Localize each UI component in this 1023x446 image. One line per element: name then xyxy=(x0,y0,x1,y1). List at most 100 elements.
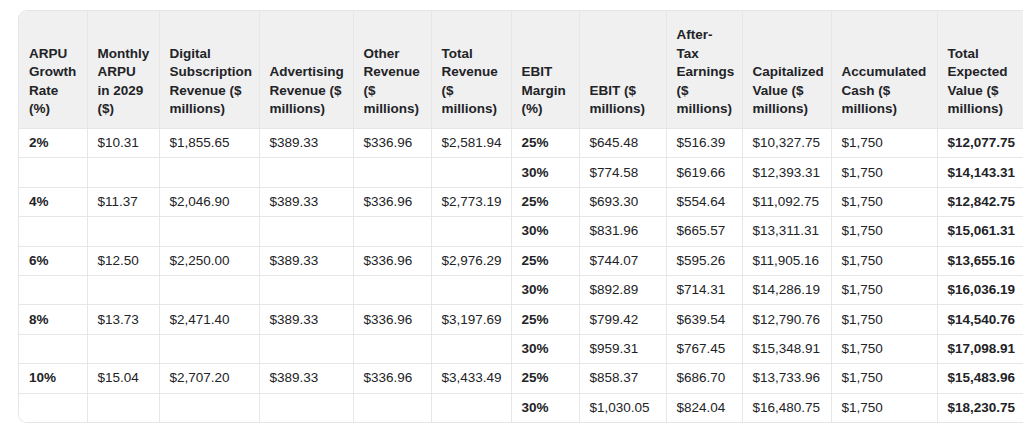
table-cell-ebit: $645.48 xyxy=(579,129,666,158)
table-cell-monthly-arpu-2029 xyxy=(87,334,159,363)
table-cell-total-revenue xyxy=(431,393,511,422)
table-header: ARPU Growth Rate (%)Monthly ARPU in 2029… xyxy=(19,11,1023,129)
table-cell-advertising-revenue xyxy=(259,217,353,246)
column-header-capitalized-value: Capitalized Value ($ millions) xyxy=(742,11,831,129)
table-cell-total-revenue: $2,976.29 xyxy=(431,246,511,275)
table-cell-digital-subscription-revenue xyxy=(159,217,259,246)
sensitivity-table-container: ARPU Growth Rate (%)Monthly ARPU in 2029… xyxy=(18,10,1023,423)
table-cell-accumulated-cash: $1,750 xyxy=(831,158,937,187)
table-cell-after-tax-earnings: $824.04 xyxy=(666,393,742,422)
table-cell-accumulated-cash: $1,750 xyxy=(831,334,937,363)
table-cell-capitalized-value: $16,480.75 xyxy=(742,393,831,422)
table-cell-after-tax-earnings: $767.45 xyxy=(666,334,742,363)
table-cell-arpu-growth-rate xyxy=(19,275,87,304)
table-cell-after-tax-earnings: $516.39 xyxy=(666,129,742,158)
table-cell-arpu-growth-rate xyxy=(19,334,87,363)
table-cell-monthly-arpu-2029 xyxy=(87,275,159,304)
table-cell-advertising-revenue xyxy=(259,334,353,363)
table-row: 4%$11.37$2,046.90$389.33$336.96$2,773.19… xyxy=(19,187,1023,216)
sensitivity-table: ARPU Growth Rate (%)Monthly ARPU in 2029… xyxy=(19,11,1023,422)
table-cell-capitalized-value: $11,092.75 xyxy=(742,187,831,216)
table-cell-monthly-arpu-2029: $13.73 xyxy=(87,305,159,334)
table-cell-digital-subscription-revenue: $2,046.90 xyxy=(159,187,259,216)
column-header-monthly-arpu-2029: Monthly ARPU in 2029 ($) xyxy=(87,11,159,129)
table-cell-ebit-margin: 30% xyxy=(511,158,579,187)
table-cell-capitalized-value: $10,327.75 xyxy=(742,129,831,158)
table-cell-arpu-growth-rate: 2% xyxy=(19,129,87,158)
table-row: 30%$959.31$767.45$15,348.91$1,750$17,098… xyxy=(19,334,1023,363)
column-header-total-expected-value: Total Expected Value ($ millions) xyxy=(937,11,1023,129)
table-cell-advertising-revenue: $389.33 xyxy=(259,364,353,393)
table-cell-monthly-arpu-2029: $15.04 xyxy=(87,364,159,393)
table-cell-ebit: $799.42 xyxy=(579,305,666,334)
table-cell-accumulated-cash: $1,750 xyxy=(831,217,937,246)
table-cell-accumulated-cash: $1,750 xyxy=(831,129,937,158)
table-header-row: ARPU Growth Rate (%)Monthly ARPU in 2029… xyxy=(19,11,1023,129)
table-cell-advertising-revenue: $389.33 xyxy=(259,246,353,275)
table-cell-accumulated-cash: $1,750 xyxy=(831,305,937,334)
table-cell-ebit: $831.96 xyxy=(579,217,666,246)
table-cell-ebit-margin: 30% xyxy=(511,334,579,363)
table-cell-digital-subscription-revenue xyxy=(159,393,259,422)
table-cell-total-expected-value: $16,036.19 xyxy=(937,275,1023,304)
column-header-after-tax-earnings: After-Tax Earnings ($ millions) xyxy=(666,11,742,129)
table-cell-after-tax-earnings: $665.57 xyxy=(666,217,742,246)
column-header-ebit: EBIT ($ millions) xyxy=(579,11,666,129)
table-cell-total-revenue xyxy=(431,158,511,187)
table-row: 2%$10.31$1,855.65$389.33$336.96$2,581.94… xyxy=(19,129,1023,158)
table-cell-after-tax-earnings: $554.64 xyxy=(666,187,742,216)
table-cell-total-revenue: $3,433.49 xyxy=(431,364,511,393)
table-cell-capitalized-value: $13,733.96 xyxy=(742,364,831,393)
table-row: 30%$892.89$714.31$14,286.19$1,750$16,036… xyxy=(19,275,1023,304)
table-cell-advertising-revenue: $389.33 xyxy=(259,187,353,216)
table-cell-ebit-margin: 25% xyxy=(511,246,579,275)
table-cell-total-revenue xyxy=(431,334,511,363)
table-row: 8%$13.73$2,471.40$389.33$336.96$3,197.69… xyxy=(19,305,1023,334)
table-cell-total-expected-value: $14,540.76 xyxy=(937,305,1023,334)
table-cell-other-revenue xyxy=(353,334,431,363)
table-cell-other-revenue xyxy=(353,275,431,304)
table-cell-advertising-revenue xyxy=(259,275,353,304)
table-cell-arpu-growth-rate: 4% xyxy=(19,187,87,216)
table-cell-ebit: $744.07 xyxy=(579,246,666,275)
table-cell-advertising-revenue: $389.33 xyxy=(259,305,353,334)
table-cell-total-expected-value: $17,098.91 xyxy=(937,334,1023,363)
table-cell-total-expected-value: $15,483.96 xyxy=(937,364,1023,393)
table-cell-monthly-arpu-2029 xyxy=(87,393,159,422)
table-cell-arpu-growth-rate: 10% xyxy=(19,364,87,393)
table-cell-other-revenue: $336.96 xyxy=(353,129,431,158)
table-cell-total-expected-value: $15,061.31 xyxy=(937,217,1023,246)
table-cell-total-revenue: $3,197.69 xyxy=(431,305,511,334)
table-cell-accumulated-cash: $1,750 xyxy=(831,275,937,304)
table-cell-digital-subscription-revenue xyxy=(159,275,259,304)
table-cell-ebit: $774.58 xyxy=(579,158,666,187)
table-cell-ebit: $959.31 xyxy=(579,334,666,363)
table-cell-ebit-margin: 25% xyxy=(511,129,579,158)
table-cell-ebit: $693.30 xyxy=(579,187,666,216)
table-cell-after-tax-earnings: $639.54 xyxy=(666,305,742,334)
table-cell-monthly-arpu-2029: $10.31 xyxy=(87,129,159,158)
table-cell-total-revenue: $2,581.94 xyxy=(431,129,511,158)
table-cell-capitalized-value: $11,905.16 xyxy=(742,246,831,275)
table-cell-monthly-arpu-2029: $12.50 xyxy=(87,246,159,275)
table-cell-after-tax-earnings: $595.26 xyxy=(666,246,742,275)
table-cell-other-revenue xyxy=(353,158,431,187)
table-cell-total-expected-value: $14,143.31 xyxy=(937,158,1023,187)
column-header-arpu-growth-rate: ARPU Growth Rate (%) xyxy=(19,11,87,129)
table-cell-total-revenue xyxy=(431,217,511,246)
table-cell-after-tax-earnings: $686.70 xyxy=(666,364,742,393)
table-cell-digital-subscription-revenue xyxy=(159,334,259,363)
table-row: 10%$15.04$2,707.20$389.33$336.96$3,433.4… xyxy=(19,364,1023,393)
table-cell-total-expected-value: $12,842.75 xyxy=(937,187,1023,216)
table-row: 30%$1,030.05$824.04$16,480.75$1,750$18,2… xyxy=(19,393,1023,422)
table-cell-other-revenue: $336.96 xyxy=(353,187,431,216)
table-cell-after-tax-earnings: $714.31 xyxy=(666,275,742,304)
table-cell-capitalized-value: $13,311.31 xyxy=(742,217,831,246)
table-cell-accumulated-cash: $1,750 xyxy=(831,246,937,275)
table-cell-monthly-arpu-2029 xyxy=(87,158,159,187)
page: ARPU Growth Rate (%)Monthly ARPU in 2029… xyxy=(0,0,1023,446)
table-cell-ebit-margin: 25% xyxy=(511,305,579,334)
table-cell-arpu-growth-rate xyxy=(19,393,87,422)
table-cell-accumulated-cash: $1,750 xyxy=(831,364,937,393)
table-row: 30%$831.96$665.57$13,311.31$1,750$15,061… xyxy=(19,217,1023,246)
